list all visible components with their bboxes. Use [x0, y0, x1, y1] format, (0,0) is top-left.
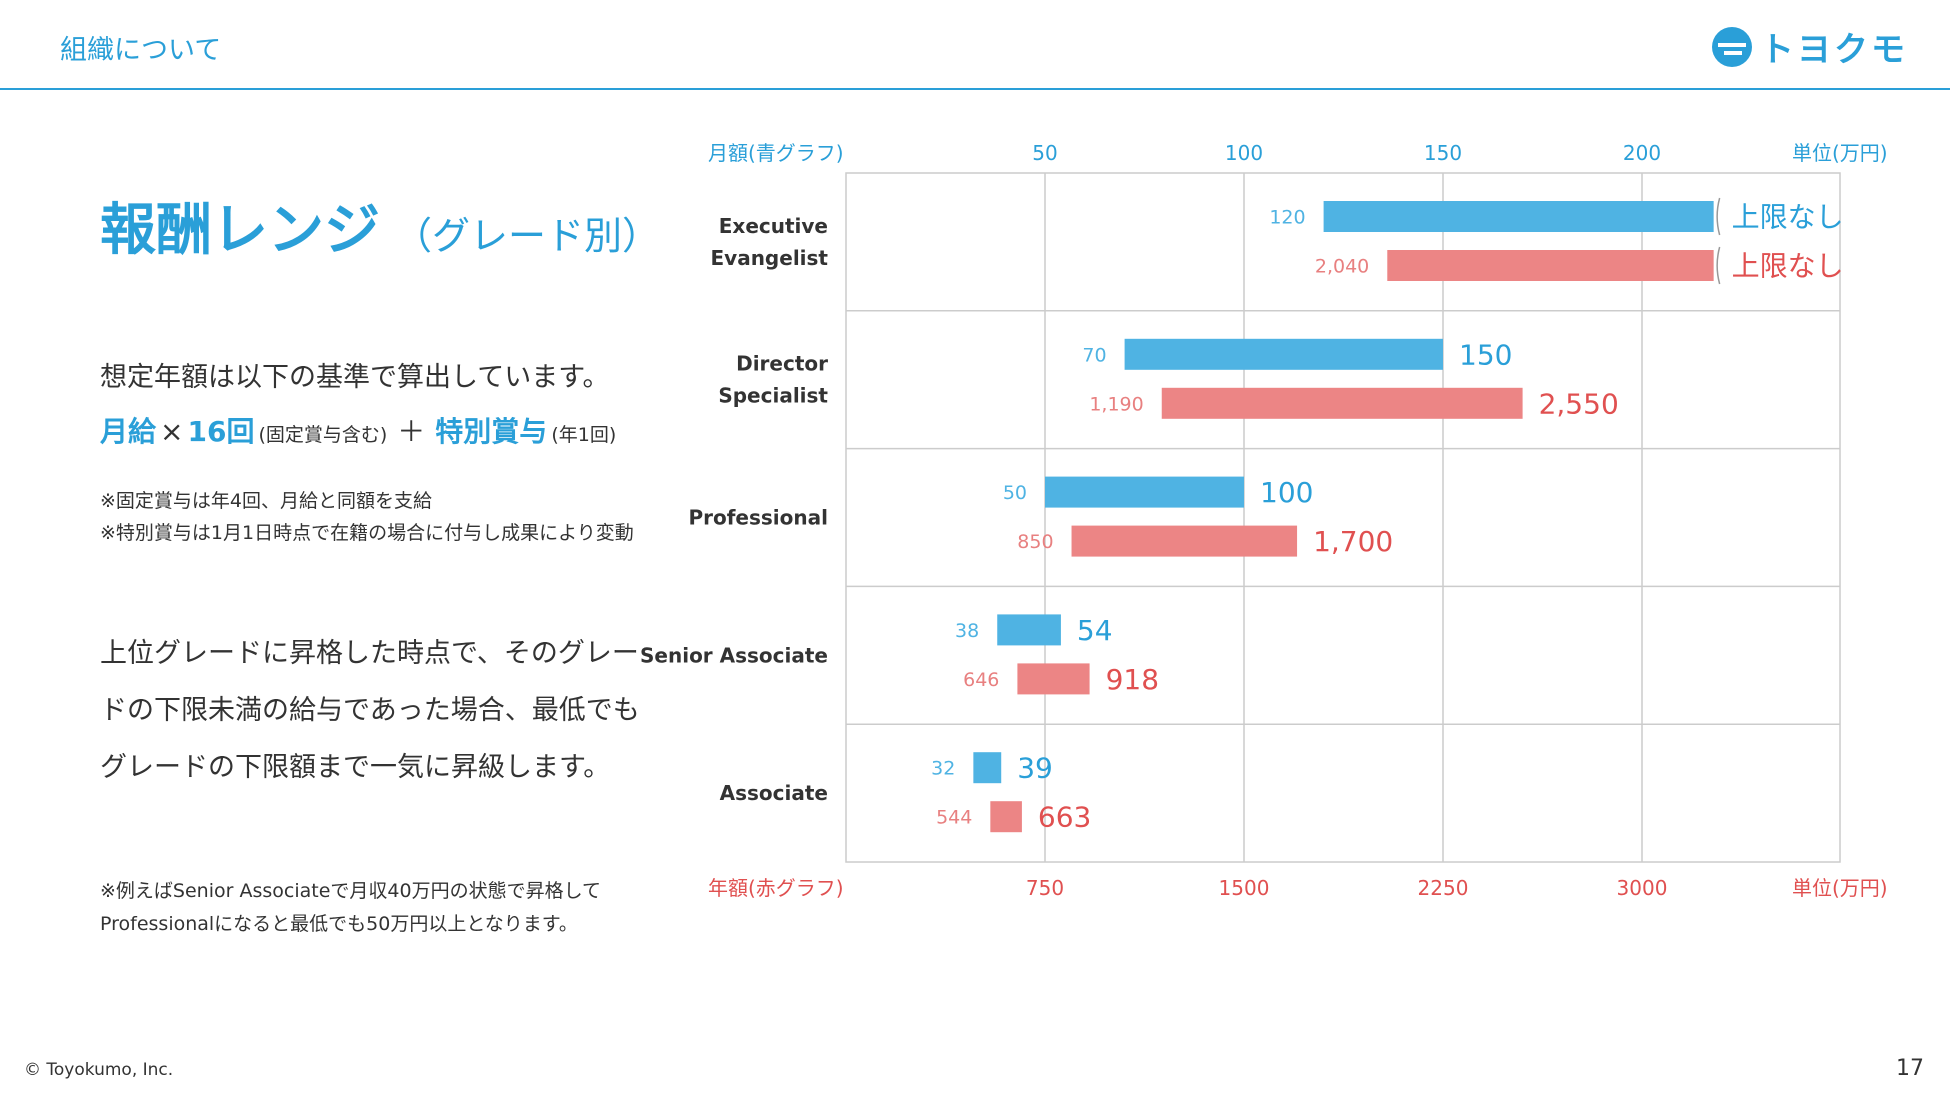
bar-annual-high-label: 918	[1106, 663, 1159, 696]
page-title: 報酬レンジ （グレード別）	[100, 185, 660, 266]
bar-annual-high-label: 663	[1038, 801, 1091, 834]
open-end-mark	[1716, 246, 1721, 285]
bottom-tick-label: 2250	[1418, 876, 1469, 900]
formula-bonus: 特別賞与	[435, 415, 548, 448]
cloud-logo-icon	[1712, 26, 1752, 67]
category-label: Evangelist	[711, 246, 829, 270]
formula-plus: ＋	[397, 415, 426, 448]
bar-monthly-high-label: 150	[1459, 338, 1512, 371]
formula-count-note: (固定賞与含む)	[258, 424, 388, 446]
bar-monthly-high-label: 上限なし	[1732, 201, 1844, 234]
bar-monthly	[997, 614, 1061, 646]
bar-annual	[1387, 250, 1714, 281]
page-number: 17	[1896, 1056, 1924, 1081]
bottom-axis-unit: 単位(万円)	[1792, 876, 1888, 900]
bottom-axis-title: 年額(赤グラフ)	[708, 876, 844, 900]
bar-monthly	[1124, 338, 1443, 370]
bar-monthly	[1045, 476, 1244, 508]
bar-annual	[1017, 663, 1090, 695]
category-label: Specialist	[718, 384, 828, 408]
note-special-bonus: ※特別賞与は1月1日時点で在籍の場合に付与し成果により変動	[100, 522, 634, 544]
bar-annual-low-label: 1,190	[1089, 393, 1143, 415]
bar-monthly-high-label: 100	[1260, 476, 1313, 509]
formula-times: ×	[160, 415, 184, 448]
top-tick-label: 50	[1032, 141, 1057, 165]
calc-description: 想定年額は以下の基準で算出しています。	[100, 362, 610, 393]
bar-annual-high-label: 2,550	[1539, 387, 1619, 420]
formula-count: 16回	[187, 415, 255, 448]
bottom-tick-label: 1500	[1219, 876, 1270, 900]
formula-monthly: 月給	[100, 415, 157, 448]
top-tick-label: 200	[1623, 141, 1661, 165]
title-sub: （グレード別）	[394, 214, 661, 258]
open-end-mark	[1716, 197, 1721, 236]
top-tick-label: 150	[1424, 141, 1462, 165]
plot-frame	[845, 172, 1841, 863]
formula-bonus-note: (年1回)	[551, 424, 617, 446]
bar-annual	[990, 801, 1022, 833]
bar-monthly-low-label: 120	[1269, 207, 1305, 229]
bottom-tick-label: 3000	[1617, 876, 1668, 900]
bonus-notes: ※固定賞与は年4回、月給と同額を支給 ※特別賞与は1月1日時点で在籍の場合に付与…	[100, 485, 640, 549]
category-label: Director	[736, 352, 828, 376]
bar-monthly	[973, 752, 1002, 784]
salary-formula: 月給 × 16回 (固定賞与含む) ＋ 特別賞与 (年1回)	[100, 410, 616, 450]
bar-monthly-low-label: 70	[1082, 344, 1106, 366]
category-label: Senior Associate	[640, 643, 828, 667]
category-label: Executive	[719, 214, 828, 238]
copyright: © Toyokumo, Inc.	[24, 1060, 174, 1080]
promotion-example: ※例えばSenior Associateで月収40万円の状態で昇格してProfe…	[100, 880, 602, 935]
top-axis-title: 月額(青グラフ)	[708, 141, 844, 165]
bar-annual	[1071, 525, 1298, 557]
bar-annual-low-label: 646	[963, 669, 999, 691]
top-tick-label: 100	[1225, 141, 1263, 165]
bar-annual-high-label: 上限なし	[1732, 250, 1844, 283]
bar-annual	[1161, 387, 1523, 419]
header-divider	[0, 88, 1950, 90]
bar-monthly-low-label: 38	[955, 620, 979, 642]
bar-annual-high-label: 1,700	[1313, 525, 1393, 558]
logo: トヨクモ	[1710, 22, 1908, 71]
bottom-tick-label: 750	[1026, 876, 1064, 900]
promotion-description: 上位グレードに昇格した時点で、そのグレードの下限未満の給与であった場合、最低でも…	[100, 638, 640, 783]
title-main: 報酬レンジ	[100, 198, 380, 263]
top-axis-unit: 単位(万円)	[1792, 141, 1888, 165]
bar-annual-low-label: 544	[936, 807, 972, 829]
category-label: Associate	[720, 781, 828, 805]
bar-monthly-low-label: 50	[1003, 482, 1027, 504]
bar-annual-low-label: 850	[1017, 531, 1053, 553]
bar-monthly-low-label: 32	[931, 758, 955, 780]
bar-monthly-high-label: 54	[1077, 614, 1113, 647]
note-fixed-bonus: ※固定賞与は年4回、月給と同額を支給	[100, 490, 433, 512]
bar-monthly-high-label: 39	[1017, 752, 1053, 785]
bar-monthly	[1323, 201, 1714, 232]
bar-annual-low-label: 2,040	[1315, 256, 1369, 278]
logo-text: トヨクモ	[1760, 30, 1908, 70]
category-label: Professional	[688, 506, 828, 530]
header-title: 組織について	[60, 35, 222, 66]
